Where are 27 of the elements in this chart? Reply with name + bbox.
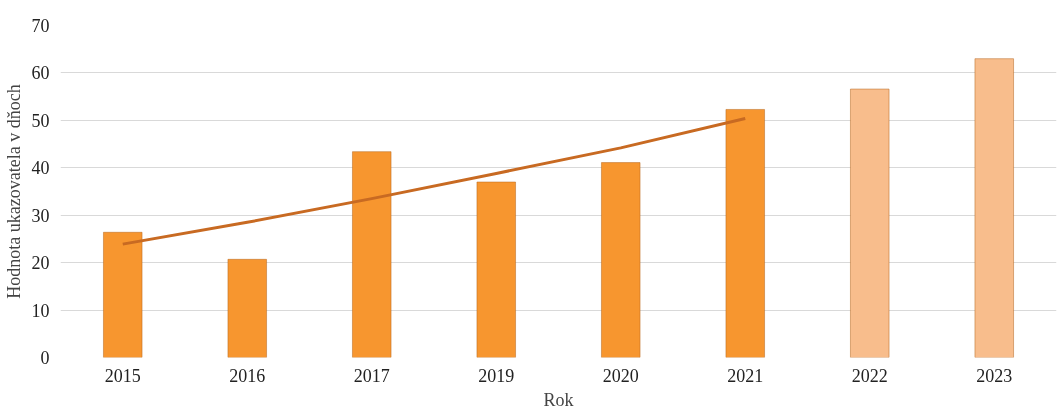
x-tick-label: 2015 (104, 365, 141, 386)
y-tick-label: 60 (31, 63, 50, 84)
x-tick-label: 2022 (851, 365, 888, 386)
x-axis-title: Rok (543, 389, 574, 410)
bar (103, 232, 143, 358)
bar (725, 109, 765, 358)
y-tick-label: 20 (31, 253, 50, 274)
bar (476, 181, 516, 358)
y-tick-label: 50 (31, 110, 50, 131)
bar (850, 88, 890, 358)
x-tick-label: 2019 (478, 365, 515, 386)
x-tick-label: 2016 (229, 365, 266, 386)
bar (601, 162, 641, 358)
y-tick-label: 70 (31, 16, 50, 36)
y-tick-label: 0 (40, 348, 50, 368)
bar (974, 58, 1014, 358)
x-tick-label: 2017 (353, 365, 390, 386)
bar (352, 151, 392, 358)
x-tick-label: 2023 (976, 365, 1013, 386)
x-tick-label: 2020 (602, 365, 639, 386)
y-tick-label: 10 (31, 300, 50, 321)
y-tick-label: 40 (31, 158, 50, 179)
y-axis-title: Hodnota ukazovatela v dňoch (3, 84, 24, 299)
bar (227, 259, 267, 358)
x-tick-label: 2021 (727, 365, 764, 386)
y-tick-label: 30 (31, 205, 50, 226)
line-series (121, 116, 747, 246)
